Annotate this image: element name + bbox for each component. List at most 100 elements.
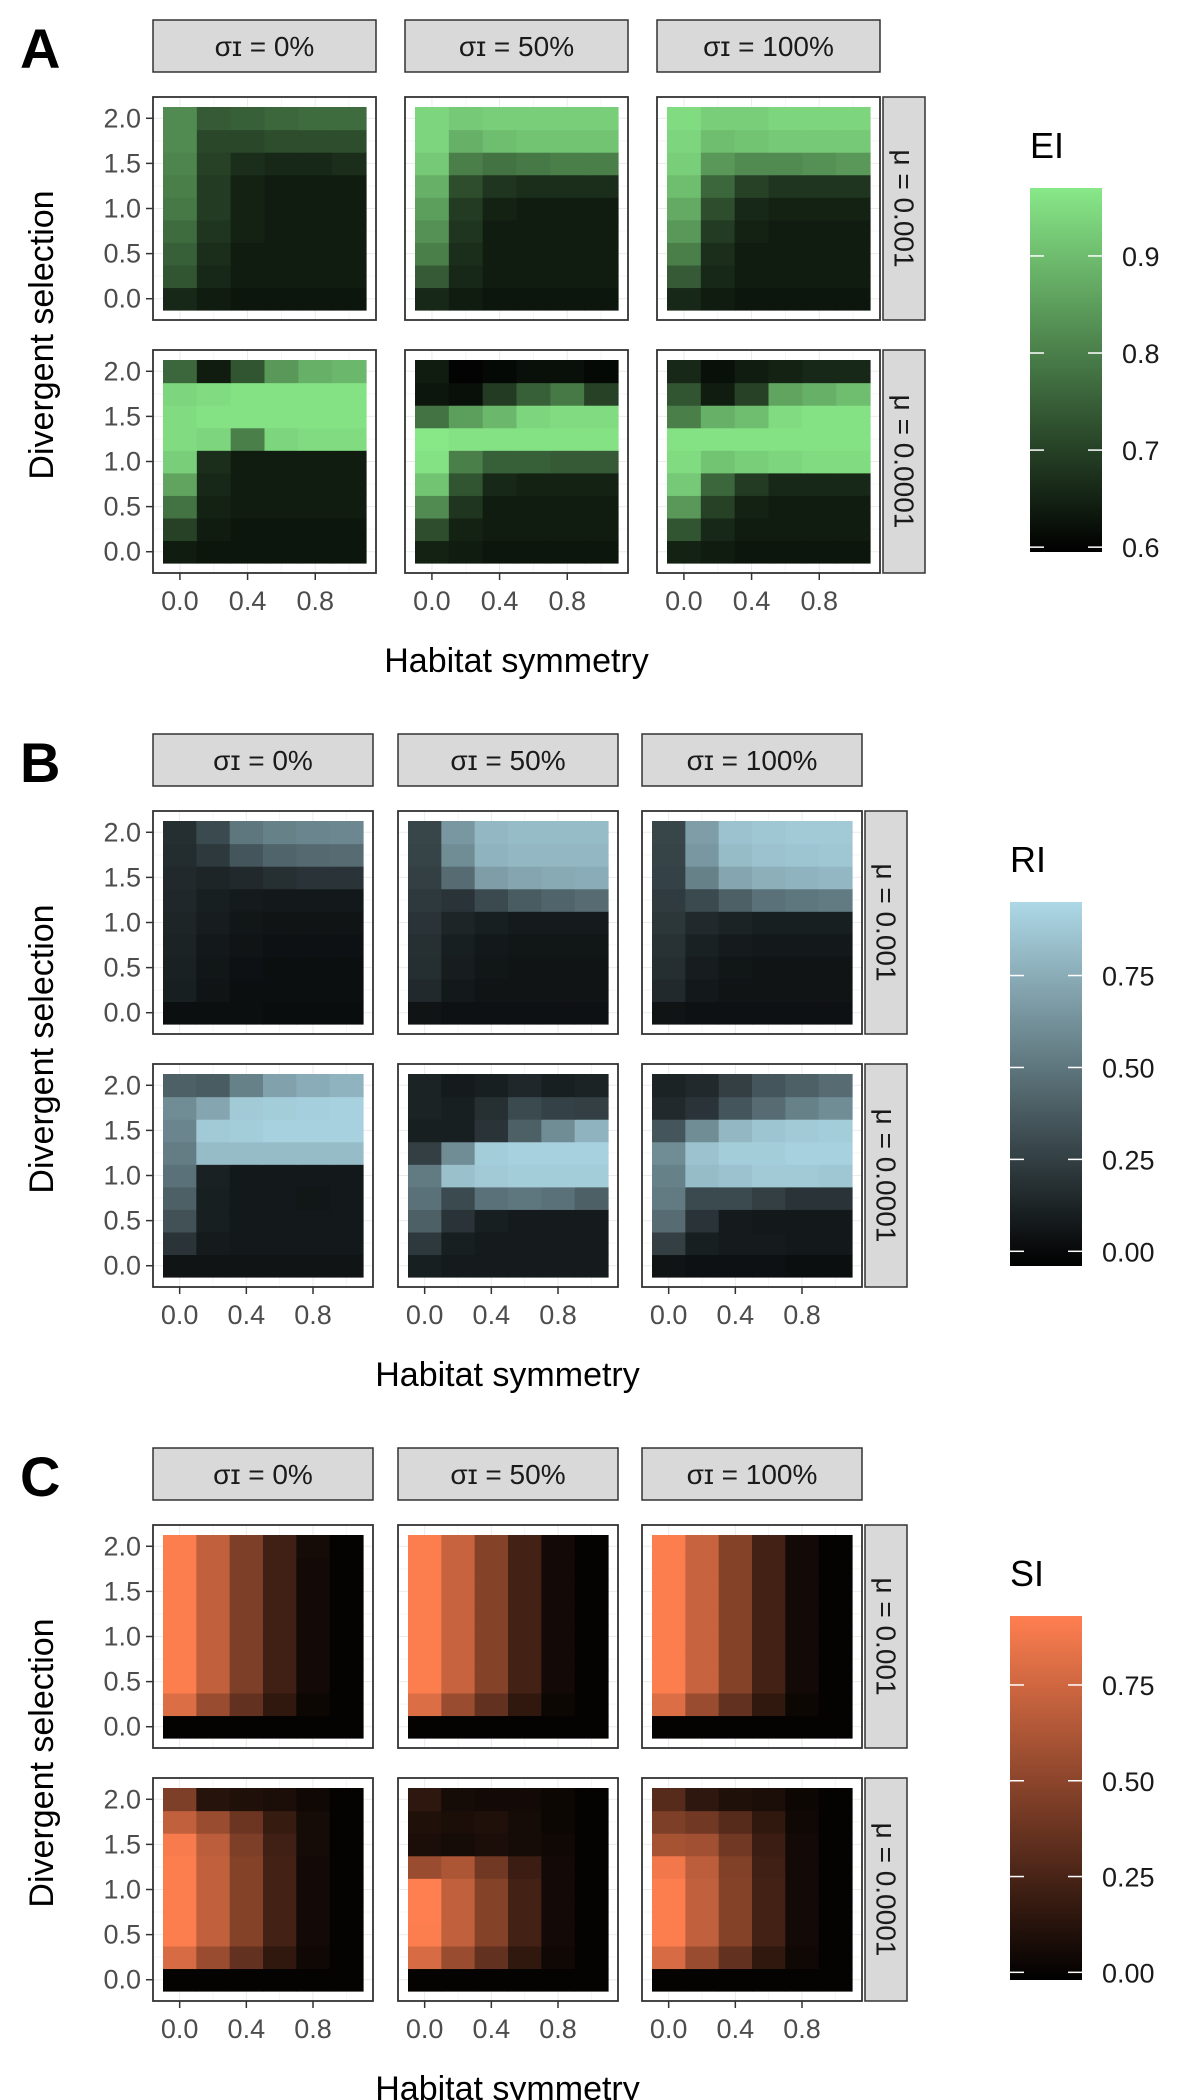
heatmap-cell — [408, 821, 442, 845]
heatmap-cell — [584, 219, 619, 243]
heatmap-cell — [785, 978, 820, 1003]
heatmap-cell — [474, 1923, 509, 1947]
x-tick-label: 0.4 — [717, 2014, 755, 2044]
heatmap-cell — [652, 1209, 686, 1233]
heatmap-cell — [263, 1878, 297, 1902]
heatmap-cell — [196, 1900, 231, 1924]
heatmap-cell — [474, 1900, 509, 1924]
facet-panel — [656, 96, 881, 321]
heatmap-cell — [229, 1231, 264, 1256]
column-strip — [152, 19, 377, 73]
heatmap-cell — [574, 888, 609, 912]
heatmap-cell — [298, 405, 333, 429]
heatmap-cell — [474, 1141, 509, 1165]
heatmap-cell — [263, 1119, 297, 1143]
heatmap-cell — [474, 1878, 509, 1902]
heatmap-cell — [718, 1001, 753, 1025]
heatmap-cell — [296, 866, 331, 890]
heatmap-cell — [482, 495, 518, 519]
heatmap-cell — [163, 1535, 197, 1559]
heatmap-cell — [263, 1670, 297, 1694]
x-axis-title: Habitat symmetry — [375, 1356, 640, 1394]
heatmap-cell — [415, 495, 450, 519]
heatmap-cell — [448, 152, 484, 176]
heatmap-cell — [408, 1141, 442, 1165]
heatmap-cell — [836, 360, 871, 384]
heatmap-cell — [474, 843, 509, 867]
heatmap-cell — [329, 1580, 364, 1604]
heatmap-cell — [685, 1001, 720, 1025]
heatmap-cell — [163, 911, 197, 935]
heatmap-cell — [584, 107, 619, 131]
y-tick-label: 1.5 — [103, 148, 141, 178]
heatmap-cell — [734, 107, 770, 131]
legend-tick-label: 0.9 — [1122, 242, 1160, 272]
heatmap-cell — [516, 287, 551, 311]
heatmap-cell — [584, 495, 619, 519]
heatmap-cell — [541, 1119, 576, 1143]
heatmap-cell — [441, 1231, 476, 1256]
y-tick-label: 0.5 — [103, 1920, 141, 1950]
heatmap-cell — [574, 1535, 609, 1559]
heatmap-cell — [785, 1164, 820, 1188]
heatmap-cell — [818, 1186, 853, 1210]
heatmap-cell — [574, 956, 609, 980]
heatmap-cell — [541, 1231, 576, 1256]
heatmap-cell — [541, 1878, 576, 1902]
heatmap-cell — [541, 1186, 576, 1210]
heatmap-cell — [448, 174, 484, 198]
heatmap-cell — [474, 1788, 509, 1812]
heatmap-cell — [441, 1164, 476, 1188]
heatmap-cell — [296, 1923, 331, 1947]
heatmap-cell — [785, 866, 820, 890]
heatmap-cell — [785, 1096, 820, 1120]
heatmap-cell — [685, 1788, 720, 1812]
heatmap-cell — [196, 1855, 231, 1879]
heatmap-cell — [263, 1209, 297, 1233]
heatmap-cell — [818, 1945, 853, 1970]
heatmap-cell — [516, 540, 551, 564]
heatmap-cell — [734, 405, 770, 429]
heatmap-cell — [685, 1968, 720, 1992]
heatmap-cell — [196, 382, 232, 406]
heatmap-cell — [734, 517, 770, 542]
heatmap-cell — [441, 1810, 476, 1834]
heatmap-cell — [298, 107, 333, 131]
heatmap-cell — [263, 1923, 297, 1947]
heatmap-cell — [802, 264, 837, 289]
heatmap-cell — [652, 1810, 686, 1834]
heatmap-cell — [415, 287, 450, 311]
heatmap-cell — [718, 1878, 753, 1902]
heatmap-cell — [785, 1580, 820, 1604]
heatmap-cell — [196, 1096, 231, 1120]
heatmap-cell — [408, 911, 442, 935]
heatmap-cell — [196, 866, 231, 890]
heatmap-cell — [752, 821, 786, 845]
heatmap-cell — [667, 174, 702, 198]
column-strip — [152, 733, 374, 787]
heatmap-cell — [752, 933, 786, 957]
column-strip-label: σɪ = 100% — [703, 31, 834, 62]
heatmap-cell — [541, 1945, 576, 1970]
heatmap-cell — [574, 1254, 609, 1278]
heatmap-cell — [264, 450, 299, 474]
heatmap-cell — [163, 517, 198, 542]
heatmap-cell — [752, 911, 786, 935]
heatmap-cell — [296, 843, 331, 867]
heatmap-cell — [541, 1900, 576, 1924]
heatmap-cell — [818, 978, 853, 1003]
heatmap-cell — [818, 1788, 853, 1812]
heatmap-cell — [718, 1945, 753, 1970]
heatmap-cell — [448, 197, 484, 221]
heatmap-cell — [448, 382, 484, 406]
heatmap-cell — [718, 1535, 753, 1559]
heatmap-cell — [574, 1788, 609, 1812]
facet-panel — [404, 96, 629, 321]
heatmap-cell — [574, 1810, 609, 1834]
heatmap-cell — [448, 264, 484, 289]
heatmap-cell — [768, 197, 803, 221]
heatmap-cell — [163, 1670, 197, 1694]
heatmap-cell — [752, 1164, 786, 1188]
panel-border — [641, 1524, 863, 1749]
heatmap-cell — [230, 219, 266, 243]
